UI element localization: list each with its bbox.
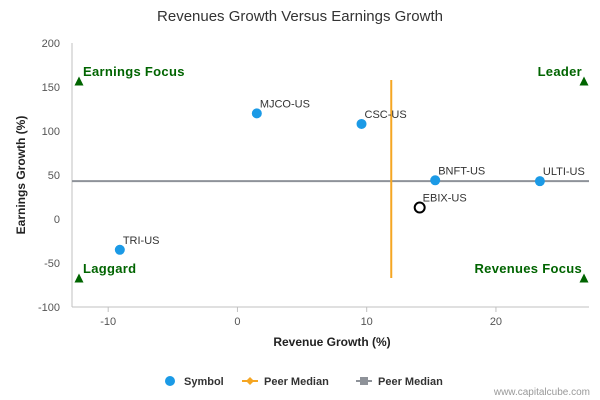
quadrant-label-laggard: Laggard	[83, 261, 136, 276]
x-tick-label: -10	[100, 316, 116, 328]
data-point	[114, 244, 125, 255]
y-tick-label: 100	[42, 126, 60, 138]
legend-diamond-icon	[246, 377, 254, 385]
x-axis-title: Revenue Growth (%)	[273, 335, 390, 349]
legend-item[interactable]: Peer Median	[356, 376, 443, 388]
laggard-marker-icon	[74, 273, 84, 283]
data-point	[430, 175, 441, 186]
peer-median-lines	[72, 79, 589, 278]
data-point-label: ULTI-US	[543, 166, 585, 178]
y-axis-title: Earnings Growth (%)	[14, 116, 28, 235]
y-tick-label: 150	[42, 82, 60, 94]
y-tick-label: 50	[48, 170, 60, 182]
legend[interactable]: Symbol Peer Median Peer Median	[165, 376, 443, 388]
data-point-label: TRI-US	[123, 235, 160, 247]
quadrant-labels: Earnings Focus Leader Laggard Revenues Focu…	[74, 64, 589, 283]
legend-item[interactable]: Peer Median	[242, 376, 329, 388]
legend-item[interactable]: Symbol	[165, 376, 224, 388]
y-tick-label: 0	[54, 214, 60, 226]
legend-label: Peer Median	[264, 376, 329, 388]
legend-label: Symbol	[184, 376, 224, 388]
data-point-label: MJCO-US	[260, 98, 310, 110]
data-points: MJCO-US CSC-US BNFT-US ULTI-US EBIX-US TRI-US	[114, 98, 585, 255]
x-tick-label: 20	[490, 316, 502, 328]
y-tick-label: 200	[42, 38, 60, 50]
legend-label: Peer Median	[378, 376, 443, 388]
chart-title: Revenues Growth Versus Earnings Growth	[157, 8, 443, 25]
data-point-label: EBIX-US	[423, 193, 467, 205]
x-tick-label: 10	[361, 316, 373, 328]
leader-marker-icon	[579, 76, 589, 86]
y-tick-label: -100	[38, 302, 60, 314]
quadrant-label-leader: Leader	[538, 64, 582, 79]
data-point-label: BNFT-US	[438, 165, 485, 177]
data-point	[356, 118, 367, 129]
y-tick-label: -50	[44, 258, 60, 270]
data-point-label: CSC-US	[365, 109, 407, 121]
credit-text: www.capitalcube.com	[493, 387, 590, 398]
legend-circle-icon	[165, 376, 175, 386]
data-point	[534, 176, 545, 187]
quadrant-label-earnings-focus: Earnings Focus	[83, 64, 185, 79]
earnings-focus-marker-icon	[74, 76, 84, 86]
data-point	[413, 201, 426, 214]
legend-square-icon	[360, 377, 368, 385]
x-tick-label: 0	[234, 316, 240, 328]
quadrant-label-revenues-focus: Revenues Focus	[474, 261, 582, 276]
data-point	[251, 108, 262, 119]
revenues-focus-marker-icon	[579, 273, 589, 283]
